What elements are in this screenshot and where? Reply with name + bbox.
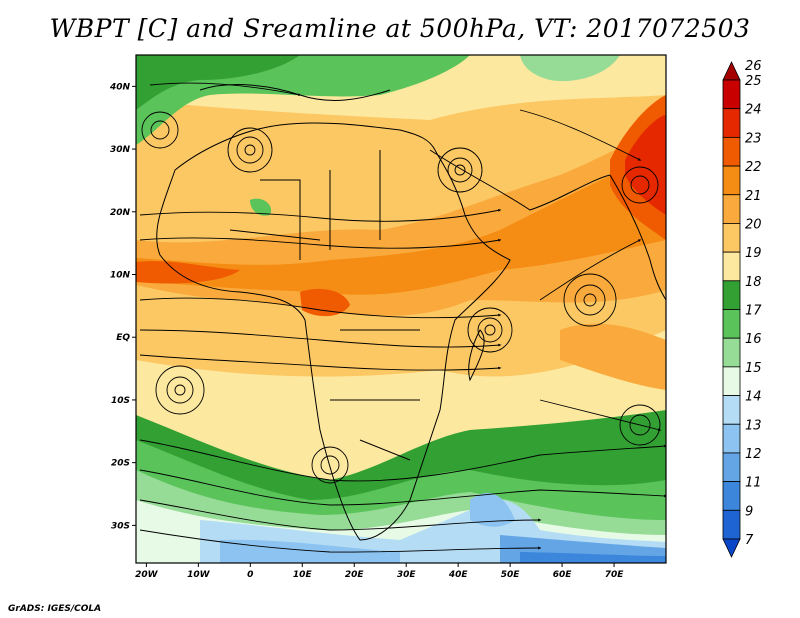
lon-tick-label: 20W (135, 570, 159, 580)
lat-tick-label: 30S (111, 521, 130, 531)
colorbar-swatch (722, 251, 741, 282)
lat-tick-label: 10N (110, 271, 131, 281)
colorbar-label: 25 (745, 74, 762, 89)
colorbar-swatch (722, 61, 741, 81)
colorbar-label: 9 (745, 504, 753, 519)
colorbar-label: 13 (745, 418, 762, 433)
longitude-axis: 20W 10W 0 10E 20E 30E 40E 50E 60E 70E (135, 563, 624, 580)
lat-tick-label: 10S (111, 396, 130, 406)
lon-tick-label: 60E (553, 570, 573, 580)
colorbar-swatch (722, 366, 741, 396)
lon-tick-label: 0 (247, 570, 253, 580)
colorbar-swatch (722, 136, 741, 167)
colorbar-label: 15 (745, 361, 762, 376)
lon-tick-label: 40E (448, 570, 469, 580)
map-title: WBPT [C] and Sreamline at 500hPa, VT: 20… (49, 14, 751, 43)
grads-credit: GrADS: IGES/COLA (8, 604, 102, 614)
colorbar-label: 26 (745, 59, 762, 74)
colorbar-label: 14 (745, 390, 762, 405)
colorbar-swatch (722, 481, 741, 511)
lat-tick-label: EQ (116, 333, 130, 343)
lon-tick-label: 10W (187, 570, 211, 580)
lat-tick-label: 40N (109, 82, 131, 92)
lon-tick-label: 50E (501, 570, 521, 580)
latitude-axis: 40N 30N 20N 10N EQ 10S 20S 30S (109, 82, 136, 531)
streamlines (139, 82, 666, 553)
colorbar-label: 7 (745, 533, 754, 548)
lon-tick-label: 10E (293, 570, 313, 580)
wbpt-field (136, 55, 666, 563)
colorbar-label: 11 (745, 476, 762, 491)
colorbar-swatch (722, 395, 741, 425)
colorbar-label: 17 (745, 304, 762, 319)
lat-tick-label: 20N (110, 208, 131, 218)
colorbar-label: 23 (745, 131, 762, 146)
colorbar-label: 24 (745, 103, 762, 118)
colorbar-swatch (722, 538, 741, 558)
colorbar-swatch (722, 280, 741, 310)
colorbar-swatch (722, 337, 741, 368)
lon-tick-label: 20E (345, 570, 365, 580)
colorbar-label: 19 (745, 246, 762, 261)
map-frame (135, 54, 667, 564)
colorbar-label: 16 (745, 332, 762, 347)
colorbar-label: 21 (745, 189, 762, 204)
lon-tick-label: 30E (397, 570, 417, 580)
colorbar-label: 20 (745, 217, 762, 232)
colorbar-swatch (722, 452, 741, 483)
colorbar-label: 12 (745, 447, 762, 462)
colorbar-swatch (722, 194, 741, 224)
colorbar-swatch (722, 79, 741, 110)
colorbar-swatch (722, 309, 741, 339)
colorbar-swatch (722, 509, 741, 540)
lat-tick-label: 30N (110, 145, 131, 155)
colorbar-label: 22 (745, 160, 762, 175)
colorbar-label: 18 (745, 275, 762, 290)
lon-tick-label: 70E (605, 570, 625, 580)
colorbar-swatch (722, 423, 741, 454)
colorbar-swatch (722, 165, 741, 196)
colorbar-swatch (722, 223, 741, 253)
colorbar-swatch (722, 108, 741, 138)
lat-tick-label: 20S (111, 459, 130, 469)
